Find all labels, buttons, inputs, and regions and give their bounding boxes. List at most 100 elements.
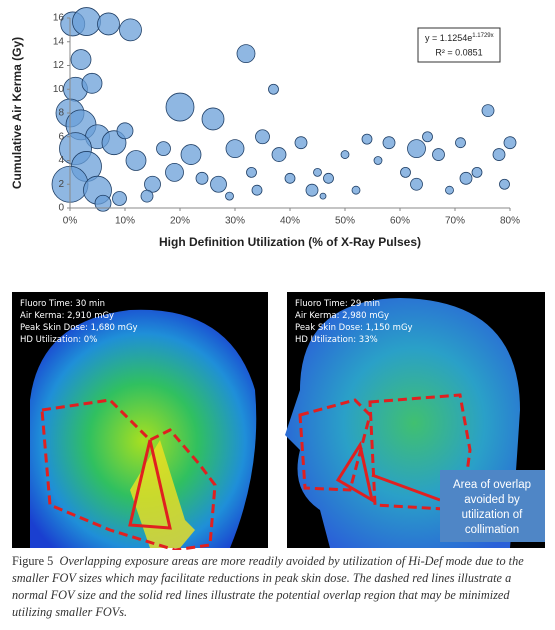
fov-dashed (298, 398, 372, 492)
caption-text: Overlapping exposure areas are more read… (12, 554, 524, 619)
bubble (313, 167, 322, 177)
bubble (144, 175, 161, 193)
bubble (201, 107, 225, 131)
bubble (156, 141, 171, 157)
plot-area (51, 7, 517, 212)
y-tick-label: 10 (53, 84, 65, 95)
bubble (305, 183, 319, 197)
bubble (255, 129, 270, 145)
bubble (481, 104, 495, 118)
y-axis-label: Cumulative Air Kerma (Gy) (10, 37, 24, 189)
bubble (271, 147, 287, 162)
x-tick-label: 10% (115, 216, 135, 227)
bubble (112, 191, 127, 206)
panel-line: Air Kerma: 2,980 mGy (295, 311, 389, 321)
bubble (323, 172, 334, 184)
r-squared: R² = 0.0851 (435, 47, 482, 57)
bubble (351, 185, 361, 195)
head-left (30, 309, 257, 548)
caption-label: Figure 5 (12, 554, 54, 568)
bubble (165, 162, 184, 182)
panel-line: Peak Skin Dose: 1,150 mGy (295, 323, 413, 333)
bubble (251, 184, 263, 196)
bubble (165, 92, 195, 122)
bubble (492, 148, 506, 161)
callout-line: Area of overlap (453, 479, 531, 491)
x-tick-label: 30% (225, 216, 245, 227)
x-tick-label: 20% (170, 216, 190, 227)
callout-box (440, 470, 545, 542)
bubble (432, 148, 445, 161)
callout-text: Area of overlap avoided by utilization of c… (453, 479, 531, 536)
y-tick-label: 4 (58, 155, 64, 166)
equation-exponent: 1.1729x (472, 33, 493, 39)
bubble (340, 150, 350, 159)
bubble (459, 171, 473, 185)
bubble (195, 171, 209, 185)
bubble (503, 136, 517, 150)
bubble (81, 72, 103, 94)
panel-line: HD Utilization: 0% (20, 335, 97, 345)
bubble (225, 191, 234, 201)
bubble (284, 172, 296, 184)
bubble (422, 131, 433, 143)
y-tick-label: 6 (58, 131, 64, 142)
bubble (445, 185, 454, 195)
x-tick-label: 70% (445, 216, 465, 227)
bubble (70, 49, 92, 70)
x-tick-label: 60% (390, 216, 410, 227)
bubble (72, 7, 101, 36)
bubble (499, 178, 510, 190)
bubble (319, 192, 327, 200)
panel-text: Fluoro Time: 30 min Air Kerma: 2,910 mGy P… (20, 299, 413, 345)
annotation-box (417, 27, 501, 63)
y-tick-label: 16 (53, 13, 65, 24)
panel-line: Air Kerma: 2,910 mGy (20, 311, 114, 321)
chart: Cumulative Air Kerma (Gy) High Definitio… (10, 7, 520, 249)
callout-line: collimation (465, 524, 519, 536)
bubble (119, 18, 142, 42)
bubble (210, 175, 227, 193)
fov-dashed (40, 398, 217, 550)
x-tick-label: 50% (335, 216, 355, 227)
bubble (361, 133, 373, 145)
bubble (471, 166, 483, 178)
y-tick-label: 14 (53, 36, 65, 47)
bubble (125, 150, 147, 171)
caption: Figure 5 Overlapping exposure areas are … (12, 553, 547, 621)
panel-line: HD Utilization: 33% (295, 335, 378, 345)
panel-line: Peak Skin Dose: 1,680 mGy (20, 323, 138, 333)
y-tick-label: 0 (58, 203, 64, 214)
bubble (225, 139, 245, 159)
bubble (140, 189, 154, 203)
bubble (455, 137, 466, 149)
bubble (246, 166, 257, 178)
x-tick-label: 40% (280, 216, 300, 227)
bubble (294, 136, 308, 150)
bubble (236, 44, 256, 64)
callout-line: utilization of (462, 509, 524, 521)
bubble (180, 144, 202, 165)
overlap-solid (335, 441, 375, 504)
bubble (116, 122, 134, 140)
x-tick-label: 0% (63, 216, 78, 227)
bubble (382, 136, 396, 150)
y-tick-label: 12 (53, 60, 65, 71)
overlap-solid (128, 439, 172, 530)
y-tick-label: 2 (58, 179, 64, 190)
bubble (407, 139, 426, 159)
equation-base: y = 1.1254e (425, 33, 472, 43)
panel-line: Fluoro Time: 29 min (295, 299, 380, 309)
equation: y = 1.1254e1.1729x (425, 33, 494, 44)
bubble (97, 12, 120, 36)
bubble (400, 166, 411, 178)
bubble (268, 83, 279, 95)
bubble (373, 156, 383, 165)
bubble (94, 194, 112, 212)
callout-line: avoided by (464, 494, 520, 506)
x-axis-label: High Definition Utilization (% of X-Ray … (159, 235, 421, 249)
panel-line: Fluoro Time: 30 min (20, 299, 105, 309)
bubble (410, 177, 423, 191)
figure-images: Area of overlap avoided by utilization of c… (12, 292, 545, 550)
